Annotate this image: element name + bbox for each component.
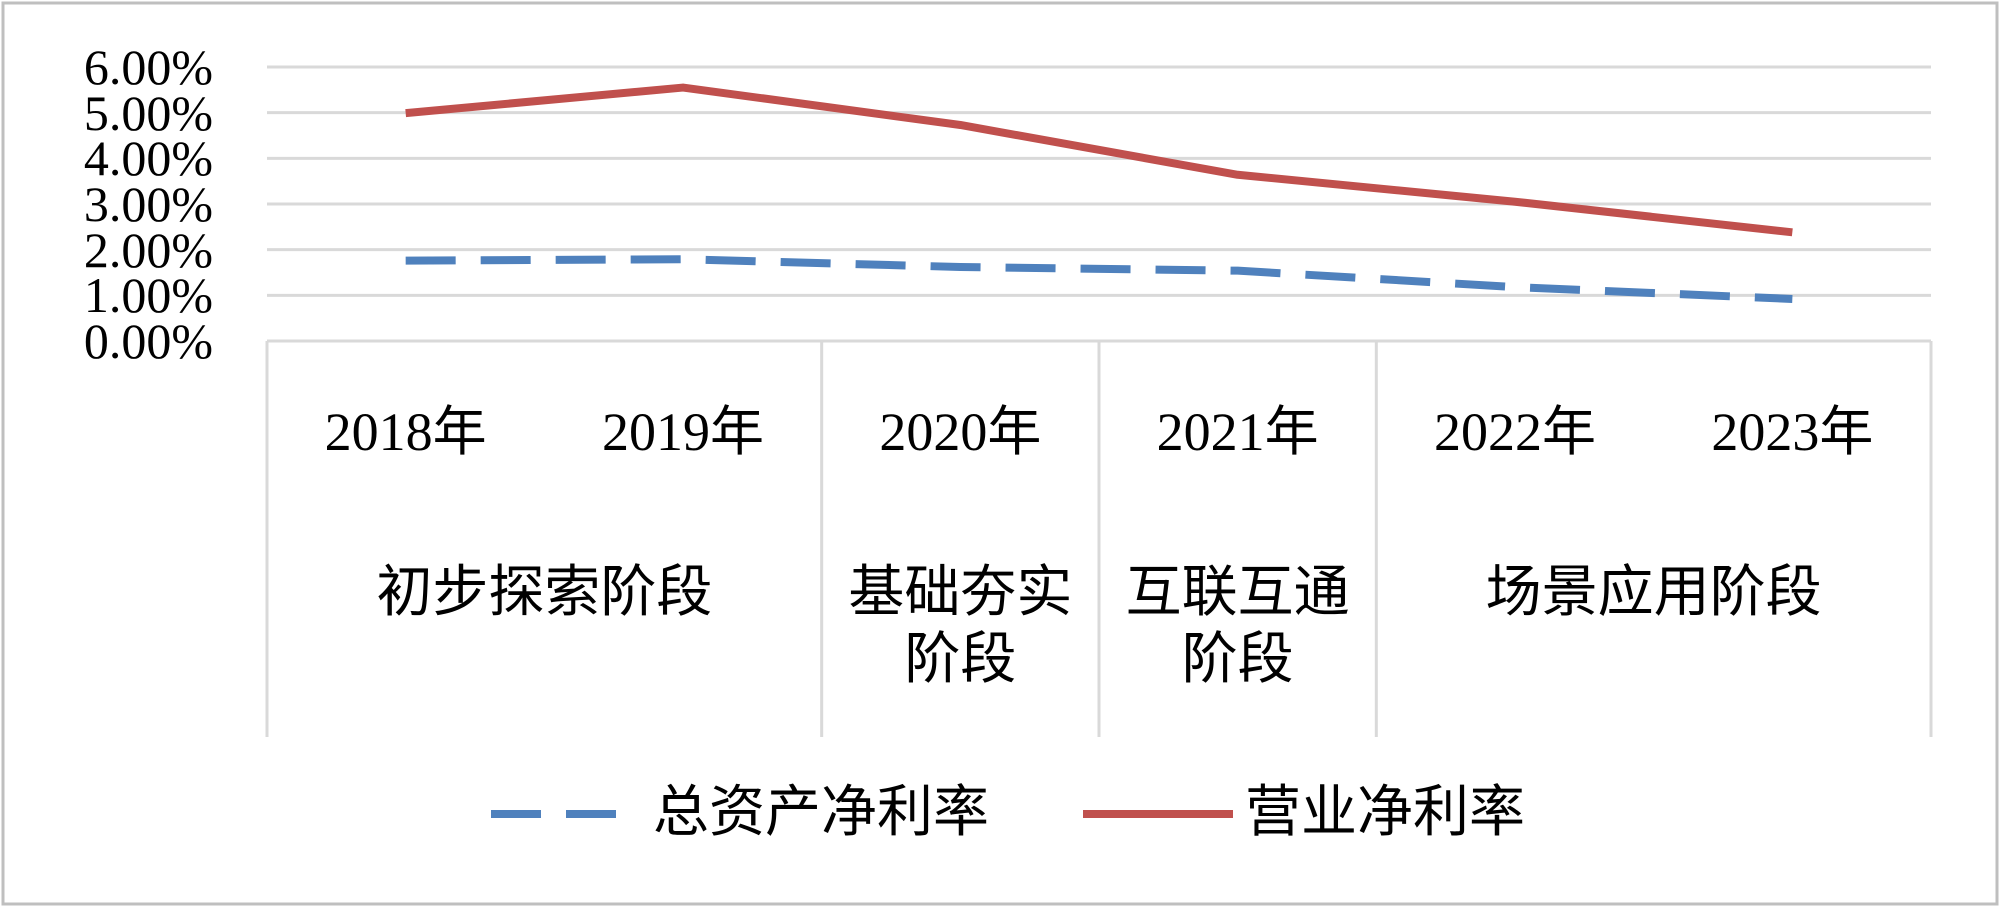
x-tick-label: 2019年 [601,402,764,462]
group-label: 互联互通阶段 [1125,562,1350,692]
x-tick-label: 2023年 [1711,402,1874,462]
y-tick-label: 3.00% [83,176,213,232]
legend-label: 总资产净利率 [653,782,989,844]
y-tick-label: 1.00% [83,267,213,324]
y-tick-label: 4.00% [83,130,213,187]
group-label: 场景应用阶段 [1485,562,1822,624]
group-label: 初步探索阶段 [376,562,713,624]
x-tick-label: 2020年 [879,402,1042,462]
y-tick-label: 2.00% [83,221,213,278]
legend-label: 营业净利率 [1245,782,1525,844]
line-series [405,255,1793,303]
y-tick-label: 5.00% [83,84,213,141]
x-tick-label: 2022年 [1433,402,1596,462]
group-label: 基础夯实阶段 [848,562,1073,692]
line-series [405,83,1793,237]
y-tick-label: 6.00% [83,39,213,95]
y-tick-label: 0.00% [83,313,213,369]
x-tick-label: 2018年 [324,402,487,462]
x-tick-label: 2021年 [1156,402,1319,462]
